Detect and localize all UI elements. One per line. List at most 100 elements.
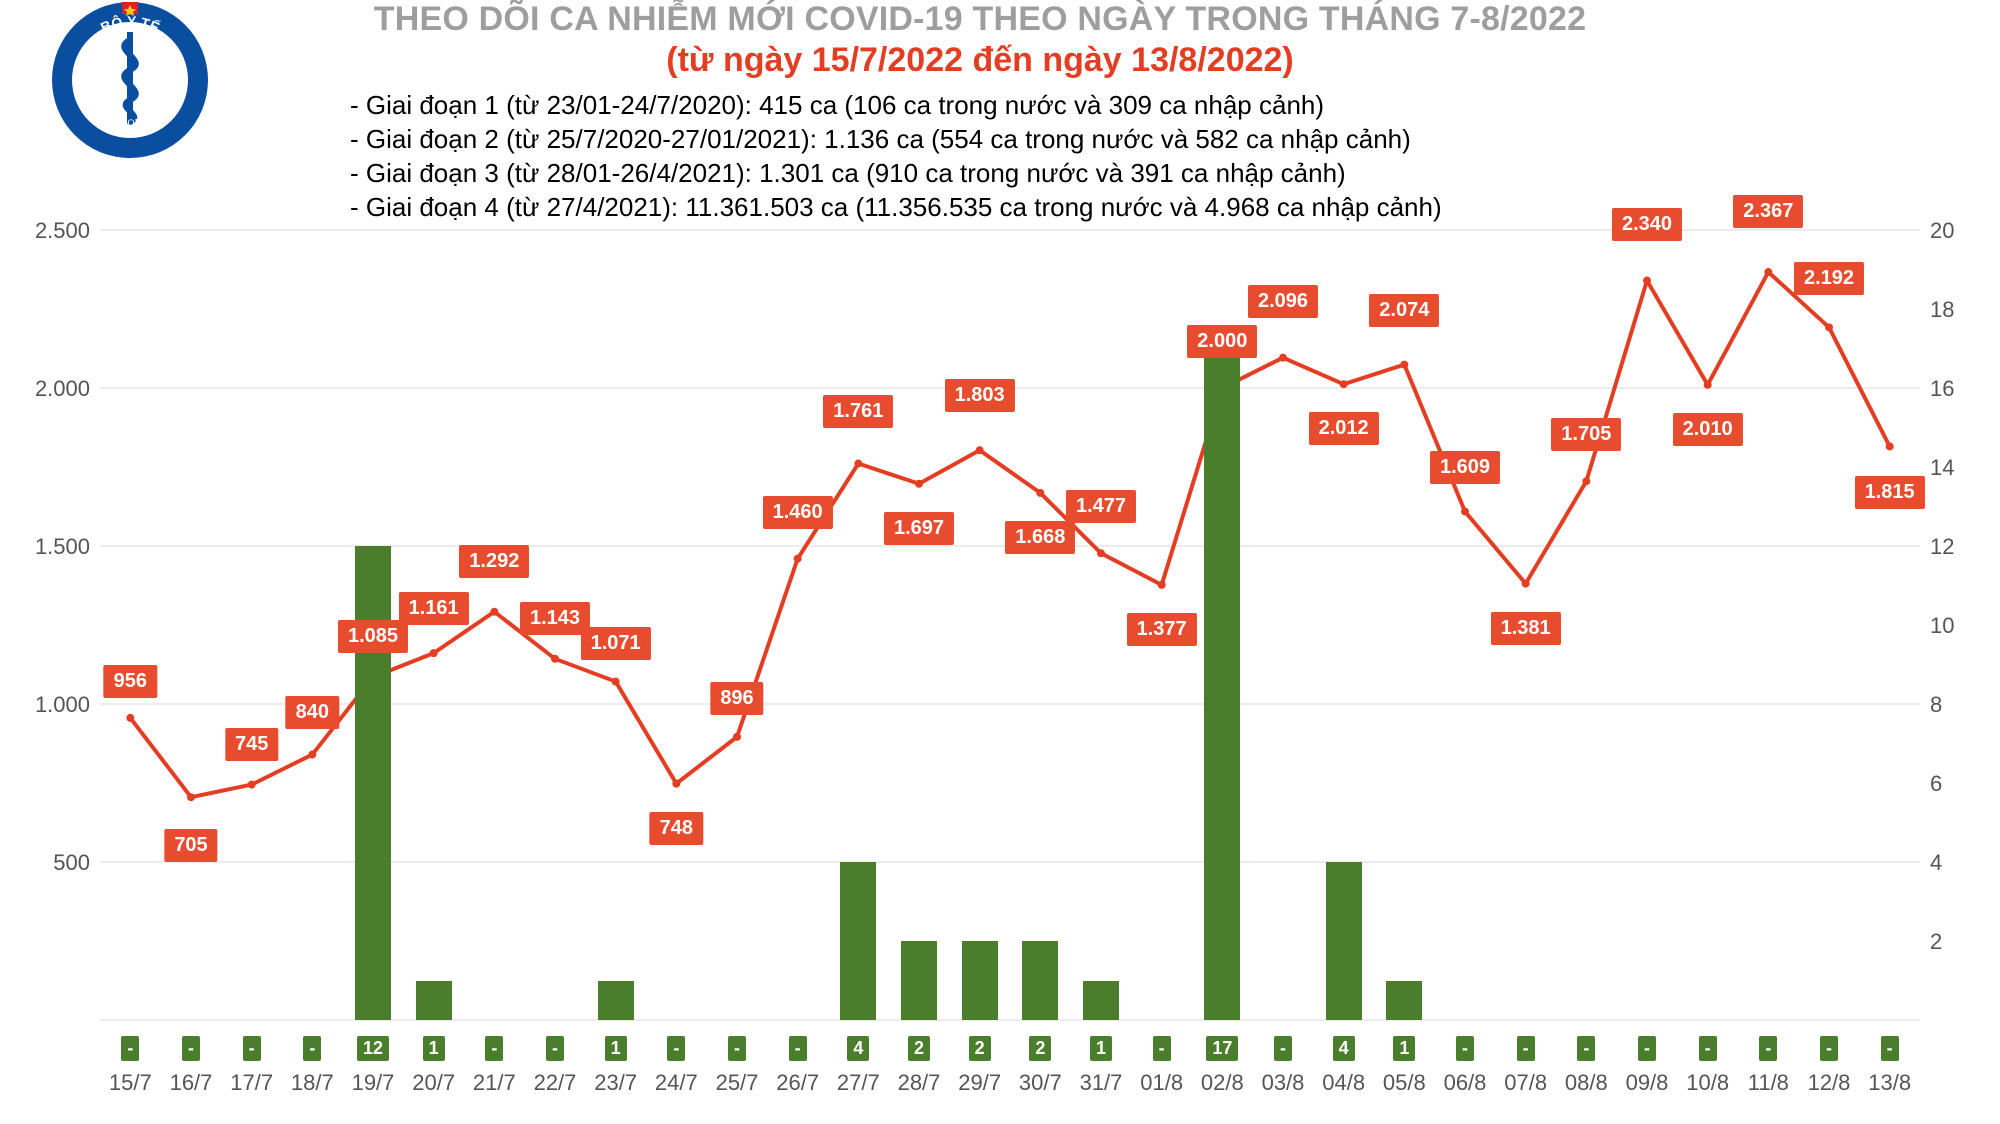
chart-plot: [0, 0, 2000, 1124]
line-label: 1.085: [338, 620, 408, 653]
bar: [355, 546, 391, 1020]
bar-label: -: [1456, 1036, 1474, 1061]
x-tick: 28/7: [889, 1070, 949, 1096]
bar: [1386, 981, 1422, 1021]
x-tick: 05/8: [1374, 1070, 1434, 1096]
bar: [416, 981, 452, 1021]
y-right-tick: 4: [1930, 850, 1970, 876]
x-tick: 07/8: [1496, 1070, 1556, 1096]
line-label: 2.000: [1187, 325, 1257, 358]
bar-label: -: [1881, 1036, 1899, 1061]
bar: [901, 941, 937, 1020]
bar-label: 2: [908, 1036, 930, 1061]
y-left-tick: 1.000: [20, 692, 90, 718]
y-right-tick: 20: [1930, 218, 1970, 244]
bar-label: -: [546, 1036, 564, 1061]
y-left-tick: 2.500: [20, 218, 90, 244]
x-tick: 23/7: [586, 1070, 646, 1096]
y-left-tick: 500: [20, 850, 90, 876]
line-label: 1.460: [763, 496, 833, 529]
x-tick: 17/7: [222, 1070, 282, 1096]
bar-label: -: [728, 1036, 746, 1061]
bar: [598, 981, 634, 1021]
x-tick: 29/7: [950, 1070, 1010, 1096]
x-tick: 16/7: [161, 1070, 221, 1096]
x-tick: 11/8: [1738, 1070, 1798, 1096]
x-tick: 20/7: [404, 1070, 464, 1096]
line-label: 1.143: [520, 602, 590, 635]
bar: [1204, 349, 1240, 1021]
x-tick: 30/7: [1010, 1070, 1070, 1096]
bar-label: -: [243, 1036, 261, 1061]
bar-label: 2: [969, 1036, 991, 1061]
bar-label: 4: [847, 1036, 869, 1061]
x-tick: 08/8: [1556, 1070, 1616, 1096]
bar-label: -: [1759, 1036, 1777, 1061]
bar-label: -: [1699, 1036, 1717, 1061]
bar-label: -: [182, 1036, 200, 1061]
line-label: 2.012: [1309, 412, 1379, 445]
y-right-tick: 8: [1930, 692, 1970, 718]
x-tick: 26/7: [768, 1070, 828, 1096]
line-label: 1.071: [581, 627, 651, 660]
line-label: 2.096: [1248, 285, 1318, 318]
x-tick: 01/8: [1132, 1070, 1192, 1096]
y-right-tick: 10: [1930, 613, 1970, 639]
bar-label: -: [1153, 1036, 1171, 1061]
x-tick: 19/7: [343, 1070, 403, 1096]
x-tick: 03/8: [1253, 1070, 1313, 1096]
y-right-tick: 16: [1930, 376, 1970, 402]
line-label: 896: [710, 682, 763, 715]
y-right-tick: 12: [1930, 534, 1970, 560]
bar-label: 1: [1090, 1036, 1112, 1061]
bar-label: -: [1820, 1036, 1838, 1061]
bar-label: -: [1517, 1036, 1535, 1061]
line-label: 1.697: [884, 512, 954, 545]
x-tick: 18/7: [282, 1070, 342, 1096]
x-tick: 10/8: [1678, 1070, 1738, 1096]
bar-label: -: [485, 1036, 503, 1061]
bar-label: -: [1577, 1036, 1595, 1061]
x-tick: 31/7: [1071, 1070, 1131, 1096]
line-label: 745: [225, 728, 278, 761]
line-label: 1.609: [1430, 451, 1500, 484]
line-label: 2.192: [1794, 262, 1864, 295]
line-label: 1.803: [945, 379, 1015, 412]
y-right-tick: 2: [1930, 929, 1970, 955]
bar-label: -: [121, 1036, 139, 1061]
x-tick: 21/7: [464, 1070, 524, 1096]
line-label: 1.292: [459, 545, 529, 578]
line-label: 1.381: [1491, 612, 1561, 645]
x-tick: 09/8: [1617, 1070, 1677, 1096]
line-label: 1.815: [1855, 476, 1925, 509]
x-tick: 04/8: [1314, 1070, 1374, 1096]
bar-label: 2: [1029, 1036, 1051, 1061]
bar: [962, 941, 998, 1020]
bar-label: 4: [1333, 1036, 1355, 1061]
x-tick: 06/8: [1435, 1070, 1495, 1096]
bar-label: -: [1274, 1036, 1292, 1061]
bar: [1326, 862, 1362, 1020]
y-right-tick: 18: [1930, 297, 1970, 323]
x-tick: 02/8: [1192, 1070, 1252, 1096]
bar: [1083, 981, 1119, 1021]
line-label: 1.668: [1005, 521, 1075, 554]
x-tick: 12/8: [1799, 1070, 1859, 1096]
x-tick: 13/8: [1860, 1070, 1920, 1096]
line-label: 840: [286, 696, 339, 729]
bar: [840, 862, 876, 1020]
bar-label: -: [303, 1036, 321, 1061]
line-label: 1.477: [1066, 490, 1136, 523]
line-label: 1.161: [399, 592, 469, 625]
bar-label: -: [789, 1036, 807, 1061]
bar-label: 1: [1393, 1036, 1415, 1061]
line-label: 2.074: [1369, 294, 1439, 327]
bar-label: -: [667, 1036, 685, 1061]
bar-label: 1: [423, 1036, 445, 1061]
line-label: 705: [164, 829, 217, 862]
y-left-tick: 1.500: [20, 534, 90, 560]
bar-label: 12: [357, 1036, 389, 1061]
x-tick: 27/7: [828, 1070, 888, 1096]
bar: [1022, 941, 1058, 1020]
y-left-tick: 2.000: [20, 376, 90, 402]
